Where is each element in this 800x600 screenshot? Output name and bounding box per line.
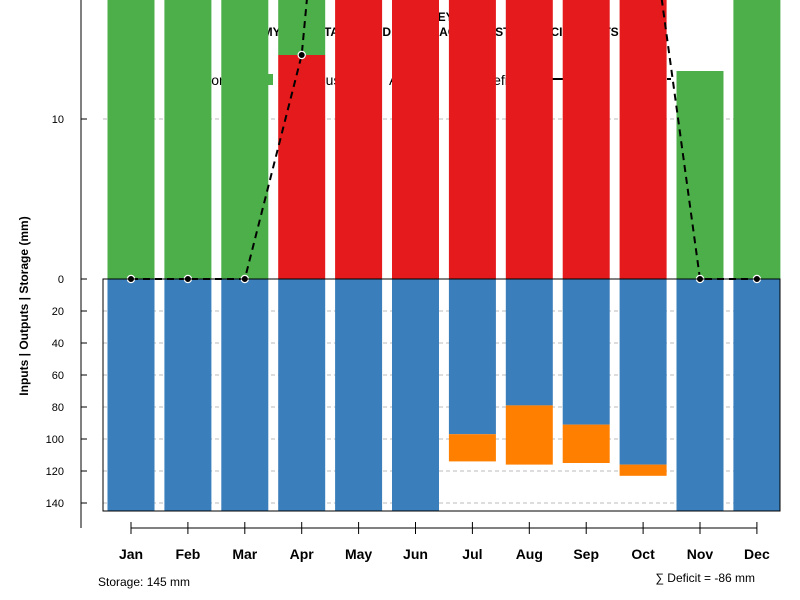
y-tick-label: 20 xyxy=(52,306,64,318)
x-tick-label-jul: Jul xyxy=(462,546,482,562)
y-tick-label: 10 xyxy=(52,114,64,126)
y-tick-label: 80 xyxy=(52,402,64,414)
surplus-bar-mar xyxy=(221,0,268,279)
aet-bar-sep xyxy=(563,0,610,279)
aet-bar-may xyxy=(335,0,382,279)
deficit-bar-oct xyxy=(620,465,667,476)
storage-bar-mar xyxy=(221,279,268,511)
bars xyxy=(108,0,781,511)
deficit-bar-jul xyxy=(449,434,496,461)
aet-bar-jun xyxy=(392,0,439,279)
y-tick-label: 60 xyxy=(52,370,64,382)
y-tick-label: 120 xyxy=(46,466,64,478)
x-tick-label-jun: Jun xyxy=(403,546,428,562)
surplus-bar-dec xyxy=(733,0,780,279)
storage-bar-oct xyxy=(620,279,667,465)
x-tick-label-jan: Jan xyxy=(119,546,143,562)
aet-bar-jul xyxy=(449,0,496,279)
pet-point-apr xyxy=(298,51,305,58)
x-tick-label-may: May xyxy=(345,546,372,562)
water-balance-chart: RUMSEY LOAMY-SKELETAL, MIXED, SUPERACTIV… xyxy=(0,0,800,600)
storage-note: Storage: 145 mm xyxy=(98,575,190,589)
storage-bar-dec xyxy=(733,279,780,511)
y-tick-label: 140 xyxy=(46,498,64,510)
y-axis-label: Inputs | Outputs | Storage (mm) xyxy=(17,216,31,395)
y-tick-label: 0 xyxy=(58,274,64,286)
x-tick-label-oct: Oct xyxy=(631,546,655,562)
x-tick-label-nov: Nov xyxy=(687,546,714,562)
storage-bar-apr xyxy=(278,279,325,511)
deficit-bar-aug xyxy=(506,405,553,464)
x-tick-label-aug: Aug xyxy=(516,546,543,562)
storage-bar-jun xyxy=(392,279,439,511)
storage-bar-feb xyxy=(164,279,211,511)
surplus-bar-feb xyxy=(164,0,211,279)
deficit-bar-sep xyxy=(563,425,610,463)
deficit-note: ∑ Deficit = -86 mm xyxy=(655,571,755,585)
surplus-bar-nov xyxy=(677,71,724,279)
storage-bar-nov xyxy=(677,279,724,511)
x-tick-label-apr: Apr xyxy=(290,546,315,562)
storage-bar-sep xyxy=(563,279,610,425)
aet-bar-aug xyxy=(506,0,553,279)
aet-bar-oct xyxy=(620,0,667,279)
x-tick-label-sep: Sep xyxy=(573,546,599,562)
storage-bar-jul xyxy=(449,279,496,434)
storage-bar-jan xyxy=(108,279,155,511)
x-tick-label-feb: Feb xyxy=(175,546,200,562)
storage-bar-may xyxy=(335,279,382,511)
surplus-bar-jan xyxy=(108,0,155,279)
x-tick-label-mar: Mar xyxy=(232,546,257,562)
y-tick-label: 40 xyxy=(52,338,64,350)
y-tick-label: 100 xyxy=(46,434,64,446)
storage-bar-aug xyxy=(506,279,553,405)
x-tick-label-dec: Dec xyxy=(744,546,770,562)
aet-bar-apr xyxy=(278,55,325,279)
